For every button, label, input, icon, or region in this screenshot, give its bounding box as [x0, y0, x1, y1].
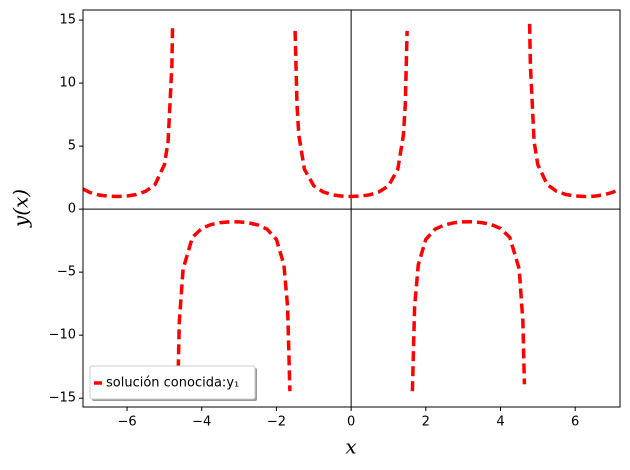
x-tick-label: −6 — [117, 415, 136, 430]
x-tick-label: −2 — [267, 415, 286, 430]
y-tick-label: −5 — [57, 265, 76, 280]
x-tick-label: −4 — [192, 415, 211, 430]
x-axis-label: x — [345, 435, 356, 459]
x-tick-label: 2 — [422, 415, 430, 430]
legend-label: solución conocida:y₁ — [106, 376, 239, 391]
series-line — [83, 23, 620, 392]
x-tick-label: 6 — [571, 415, 579, 430]
legend-box — [89, 365, 256, 400]
y-tick-label: −10 — [49, 328, 76, 343]
frame — [82, 9, 621, 408]
x-tick-label: 4 — [496, 415, 504, 430]
y-tick-label: 5 — [68, 139, 76, 154]
y-tick-label: 15 — [59, 13, 76, 28]
y-tick-label: −15 — [49, 391, 76, 406]
y-tick-label: 0 — [68, 202, 76, 217]
y-axis-label: y(x) — [9, 189, 33, 228]
x-tick-label: 0 — [347, 415, 355, 430]
y-tick-label: 10 — [59, 76, 76, 91]
